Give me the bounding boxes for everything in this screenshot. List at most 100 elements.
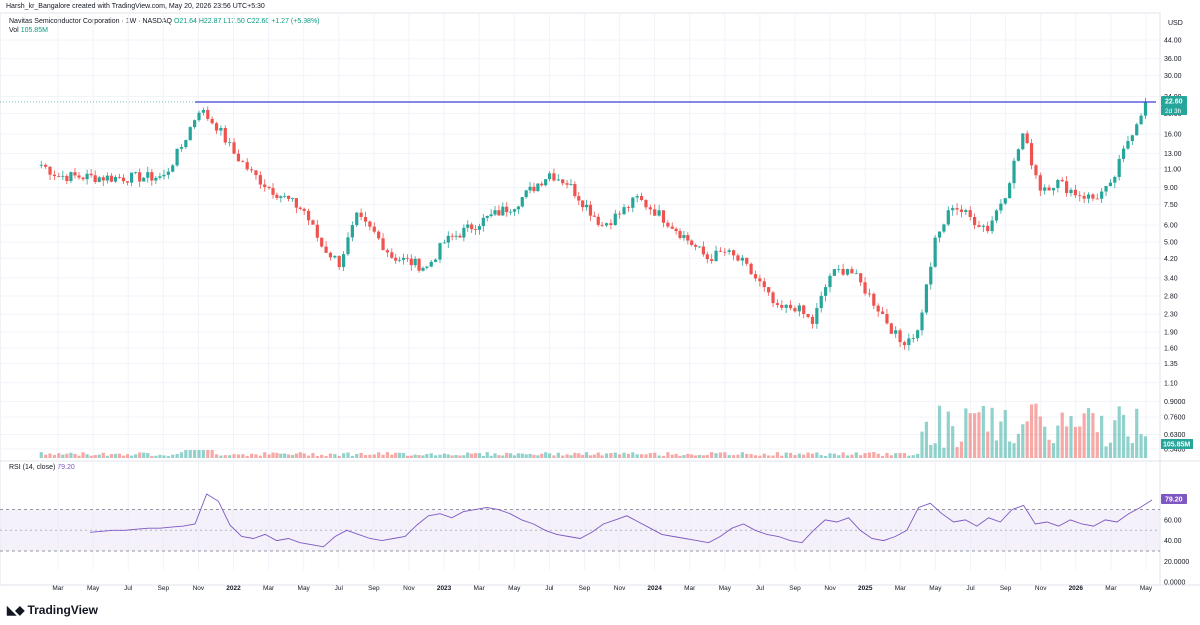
volume-bar xyxy=(867,452,872,458)
volume-bar xyxy=(175,454,179,458)
candle-body xyxy=(446,235,450,243)
candle-body xyxy=(328,252,333,258)
volume-bar xyxy=(749,454,753,458)
volume-bar xyxy=(775,452,780,458)
volume-bar xyxy=(845,455,850,458)
candle-body xyxy=(762,281,766,288)
candle-body xyxy=(1008,183,1012,199)
volume-bar xyxy=(129,455,134,458)
volume-bar xyxy=(294,453,298,458)
volume-bar xyxy=(1003,410,1007,458)
candle-body xyxy=(705,254,709,260)
time-tick-label: Mar xyxy=(1105,585,1117,592)
candle-body xyxy=(600,224,604,226)
volume-bar xyxy=(644,454,648,458)
time-tick-label: Jul xyxy=(756,585,765,592)
volume-bar xyxy=(454,455,458,458)
time-tick-label: May xyxy=(1140,585,1153,592)
volume-bar xyxy=(1051,443,1056,458)
candle-body xyxy=(573,184,577,197)
volume-bar xyxy=(596,452,600,458)
candle-body xyxy=(793,308,797,312)
volume-bar xyxy=(61,454,65,458)
volume-bar xyxy=(955,447,959,458)
candle-body xyxy=(337,255,341,268)
candle-body xyxy=(214,123,219,131)
candle-body xyxy=(753,274,758,279)
candle-body xyxy=(714,250,718,262)
volume-bar xyxy=(613,452,617,458)
candle-body xyxy=(972,216,977,226)
volume-bar xyxy=(146,452,150,458)
candle-body xyxy=(653,209,657,216)
candle-body xyxy=(158,176,162,178)
rsi-line xyxy=(89,493,1153,548)
candle-body xyxy=(946,210,950,225)
volume-bar xyxy=(920,431,924,458)
candle-body xyxy=(93,175,97,182)
volume-bar xyxy=(880,455,885,458)
volume-bar xyxy=(355,453,359,458)
candle-body xyxy=(512,209,517,212)
volume-bar xyxy=(666,452,670,458)
candle-body xyxy=(635,196,639,198)
candle-body xyxy=(306,210,311,221)
volume-bar xyxy=(532,454,536,458)
time-tick-label: Sep xyxy=(158,585,170,592)
candle-body xyxy=(964,210,968,213)
volume-bar xyxy=(179,452,184,458)
volume-bar xyxy=(977,412,981,458)
candle-body xyxy=(166,171,170,175)
candle-body xyxy=(324,246,328,253)
candle-body xyxy=(109,175,113,182)
volume-bar xyxy=(271,452,275,458)
volume-bar xyxy=(138,452,142,458)
volume-bar xyxy=(573,452,577,458)
rsi-label: RSI (14, close) xyxy=(9,464,56,471)
candle-body xyxy=(911,338,915,339)
price-tick-label: 0.5400 xyxy=(1164,446,1186,453)
candle-body xyxy=(561,179,565,184)
volume-bar xyxy=(872,452,876,458)
candle-body xyxy=(1056,179,1060,188)
last-price-badge xyxy=(1161,95,1187,106)
volume-legend: Vol 105.85M xyxy=(9,27,48,34)
volume-bar xyxy=(485,452,489,458)
candle-body xyxy=(81,177,85,180)
volume-bar xyxy=(600,455,604,458)
volume-bar xyxy=(350,455,354,458)
candle-body xyxy=(577,196,581,201)
candle-body xyxy=(397,259,402,261)
price-tick-label: 36.00 xyxy=(1164,56,1182,63)
candle-body xyxy=(1113,176,1117,183)
candle-body xyxy=(644,200,648,208)
candle-body xyxy=(981,225,985,227)
price-tick-label: 6.00 xyxy=(1164,223,1178,230)
volume-bar xyxy=(631,452,635,458)
price-tick-label: 11.00 xyxy=(1164,166,1181,173)
candle-body xyxy=(845,269,850,275)
candle-body xyxy=(584,204,589,208)
candle-body xyxy=(188,127,192,141)
volume-bar xyxy=(1078,426,1082,458)
currency-label: USD xyxy=(1168,20,1183,27)
volume-bar xyxy=(916,453,920,458)
volume-bar xyxy=(714,453,718,458)
candle-body xyxy=(666,222,670,227)
candle-body xyxy=(421,267,425,271)
candle-body xyxy=(902,342,907,346)
symbol-name[interactable]: Navitas Semiconductor Corporation · 1W ·… xyxy=(9,18,172,25)
volume-bar xyxy=(556,452,560,458)
candle-body xyxy=(718,250,723,252)
price-tick-label: 1.60 xyxy=(1164,345,1178,352)
price-tick-label: 16.00 xyxy=(1164,132,1182,139)
candle-body xyxy=(117,176,122,178)
symbol-legend: Navitas Semiconductor Corporation · 1W ·… xyxy=(9,18,320,25)
volume-bar xyxy=(298,452,302,458)
volume-bar xyxy=(77,455,81,458)
volume-last-badge xyxy=(1161,439,1193,449)
volume-bar xyxy=(828,453,832,458)
candle-body xyxy=(731,250,736,256)
volume-bar xyxy=(968,413,972,458)
